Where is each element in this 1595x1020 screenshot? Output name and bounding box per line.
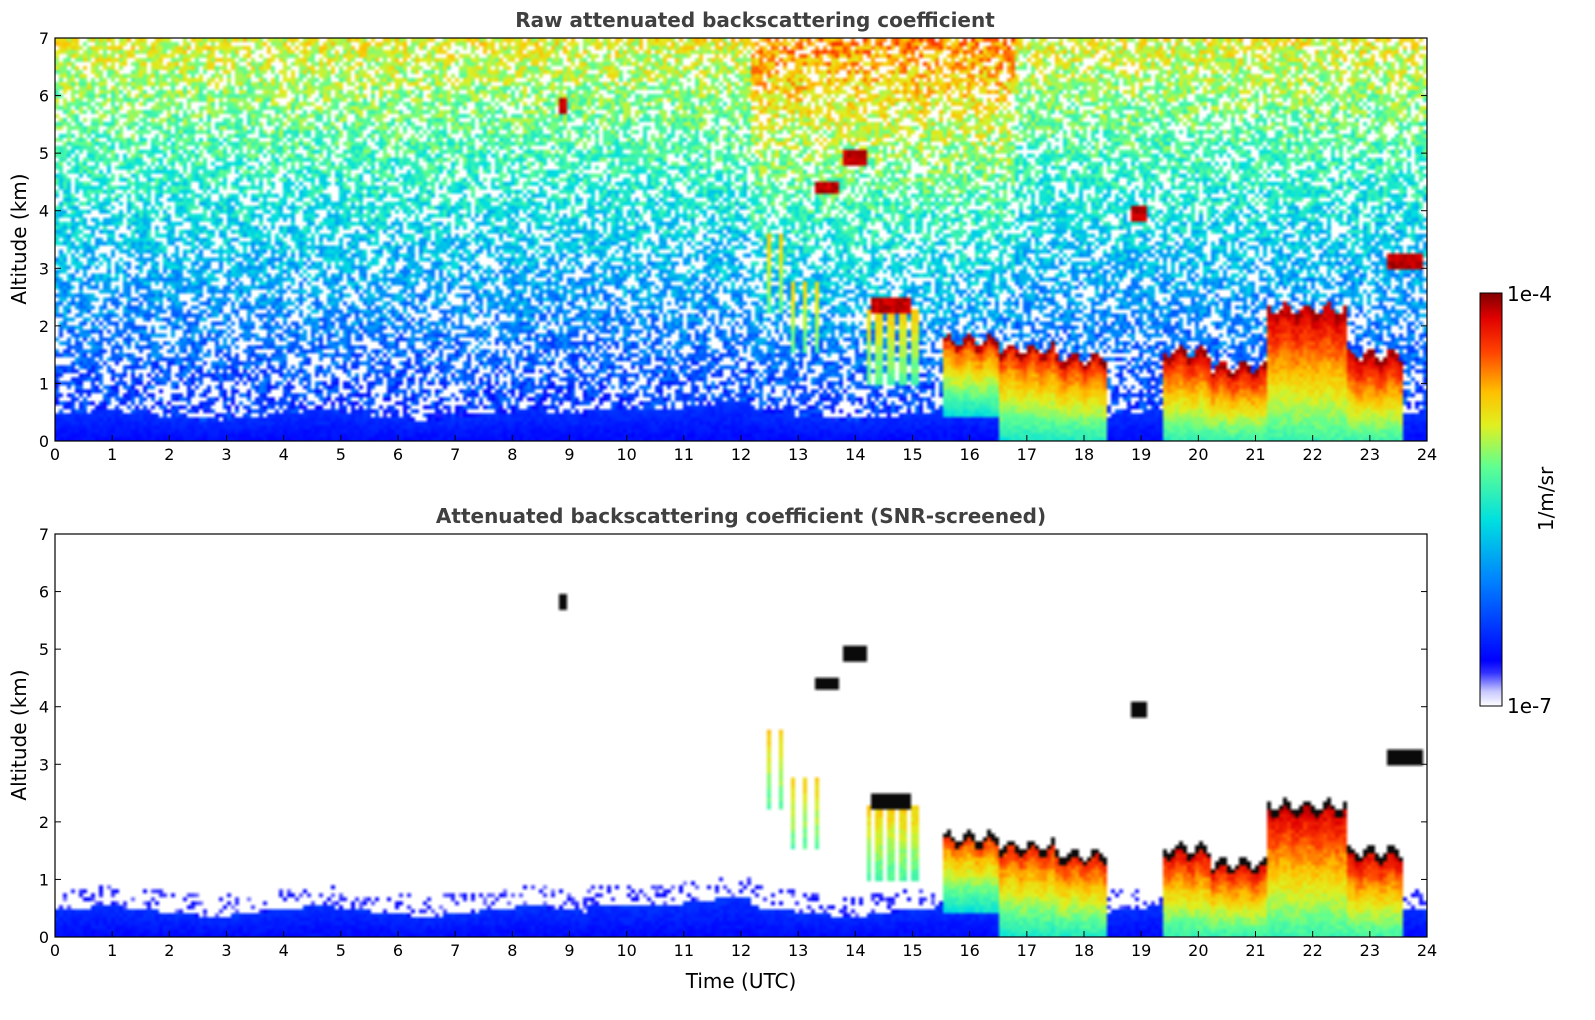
y-tick-label: 3 bbox=[39, 755, 49, 774]
x-tick-label: 24 bbox=[1417, 941, 1437, 960]
x-tick-label: 12 bbox=[731, 941, 751, 960]
x-tick-label: 19 bbox=[1131, 941, 1151, 960]
panel-screened-plot-area bbox=[54, 533, 1428, 938]
screened-backscatter-heatmap bbox=[55, 534, 1427, 937]
x-tick-label: 3 bbox=[221, 445, 231, 464]
x-tick-label: 22 bbox=[1302, 445, 1322, 464]
colorbar-unit-label: 1/m/sr bbox=[1534, 466, 1558, 531]
x-tick-label: 15 bbox=[902, 445, 922, 464]
x-tick-label: 1 bbox=[107, 445, 117, 464]
x-tick-label: 0 bbox=[50, 941, 60, 960]
x-tick-label: 19 bbox=[1131, 445, 1151, 464]
x-tick-label: 2 bbox=[164, 445, 174, 464]
x-tick-label: 6 bbox=[393, 445, 403, 464]
x-tick-label: 7 bbox=[450, 445, 460, 464]
x-tick-label: 5 bbox=[336, 445, 346, 464]
y-tick-label: 0 bbox=[39, 432, 49, 451]
x-tick-label: 9 bbox=[564, 445, 574, 464]
x-tick-label: 17 bbox=[1017, 445, 1037, 464]
x-tick-label: 4 bbox=[279, 941, 289, 960]
x-tick-label: 1 bbox=[107, 941, 117, 960]
x-tick-label: 3 bbox=[221, 941, 231, 960]
y-tick-label: 3 bbox=[39, 259, 49, 278]
panel-screened: Attenuated backscattering coefficient (S… bbox=[7, 504, 1437, 993]
panel-screened-title: Attenuated backscattering coefficient (S… bbox=[436, 504, 1046, 528]
panel-raw-title: Raw attenuated backscattering coefficien… bbox=[515, 8, 995, 32]
colorbar: 1e-4 1e-7 1/m/sr bbox=[1479, 282, 1558, 718]
y-tick-label: 6 bbox=[39, 583, 49, 602]
panel-raw: Raw attenuated backscattering coefficien… bbox=[7, 8, 1437, 464]
x-tick-label: 17 bbox=[1017, 941, 1037, 960]
x-tick-label: 20 bbox=[1188, 445, 1208, 464]
x-tick-label: 11 bbox=[674, 445, 694, 464]
x-tick-label: 21 bbox=[1245, 445, 1265, 464]
x-tick-label: 13 bbox=[788, 445, 808, 464]
x-tick-label: 4 bbox=[279, 445, 289, 464]
x-tick-label: 6 bbox=[393, 941, 403, 960]
x-tick-label: 18 bbox=[1074, 941, 1094, 960]
y-tick-label: 2 bbox=[39, 317, 49, 336]
y-tick-label: 4 bbox=[39, 202, 49, 221]
x-tick-label: 13 bbox=[788, 941, 808, 960]
y-tick-label: 1 bbox=[39, 374, 49, 393]
panel-screened-x-label: Time (UTC) bbox=[685, 969, 797, 993]
colorbar-max-label: 1e-4 bbox=[1507, 282, 1552, 306]
x-tick-label: 14 bbox=[845, 941, 865, 960]
x-tick-label: 23 bbox=[1360, 445, 1380, 464]
x-tick-label: 16 bbox=[959, 445, 979, 464]
x-tick-label: 11 bbox=[674, 941, 694, 960]
x-tick-label: 14 bbox=[845, 445, 865, 464]
colorbar-min-label: 1e-7 bbox=[1507, 694, 1552, 718]
x-tick-label: 2 bbox=[164, 941, 174, 960]
y-tick-label: 1 bbox=[39, 870, 49, 889]
panel-raw-y-label: Altitude (km) bbox=[7, 173, 31, 304]
x-tick-label: 10 bbox=[616, 941, 636, 960]
x-tick-label: 20 bbox=[1188, 941, 1208, 960]
x-tick-label: 8 bbox=[507, 941, 517, 960]
y-tick-label: 4 bbox=[39, 698, 49, 717]
panel-raw-x-ticks: 0 1 2 3 4 5 6 7 8 9 10 11 12 13 14 15 16 17 18 19 20 21 22 23 24 bbox=[50, 435, 1437, 464]
x-tick-label: 12 bbox=[731, 445, 751, 464]
x-tick-label: 10 bbox=[616, 445, 636, 464]
panel-raw-plot-area bbox=[54, 37, 1428, 442]
y-tick-label: 7 bbox=[39, 525, 49, 544]
x-tick-label: 9 bbox=[564, 941, 574, 960]
x-tick-label: 18 bbox=[1074, 445, 1094, 464]
x-tick-label: 21 bbox=[1245, 941, 1265, 960]
y-tick-label: 5 bbox=[39, 640, 49, 659]
x-tick-label: 24 bbox=[1417, 445, 1437, 464]
x-tick-label: 0 bbox=[50, 445, 60, 464]
y-tick-label: 7 bbox=[39, 29, 49, 48]
y-tick-label: 0 bbox=[39, 928, 49, 947]
panel-raw-y-ticks: 0 1 2 3 4 5 6 7 bbox=[39, 29, 1427, 451]
y-tick-label: 6 bbox=[39, 87, 49, 106]
raw-backscatter-heatmap bbox=[55, 38, 1427, 441]
x-tick-label: 7 bbox=[450, 941, 460, 960]
y-tick-label: 2 bbox=[39, 813, 49, 832]
panel-screened-y-label: Altitude (km) bbox=[7, 669, 31, 800]
y-tick-label: 5 bbox=[39, 144, 49, 163]
x-tick-label: 23 bbox=[1360, 941, 1380, 960]
x-tick-label: 16 bbox=[959, 941, 979, 960]
colorbar-gradient bbox=[1479, 292, 1503, 707]
x-tick-label: 8 bbox=[507, 445, 517, 464]
x-tick-label: 5 bbox=[336, 941, 346, 960]
panel-screened-y-ticks: 0 1 2 3 4 5 6 7 bbox=[39, 525, 1427, 947]
panel-screened-x-ticks: 0 1 2 3 4 5 6 7 8 9 10 11 12 13 14 15 16 17 18 19 20 21 22 23 24 bbox=[50, 931, 1437, 960]
x-tick-label: 22 bbox=[1302, 941, 1322, 960]
x-tick-label: 15 bbox=[902, 941, 922, 960]
